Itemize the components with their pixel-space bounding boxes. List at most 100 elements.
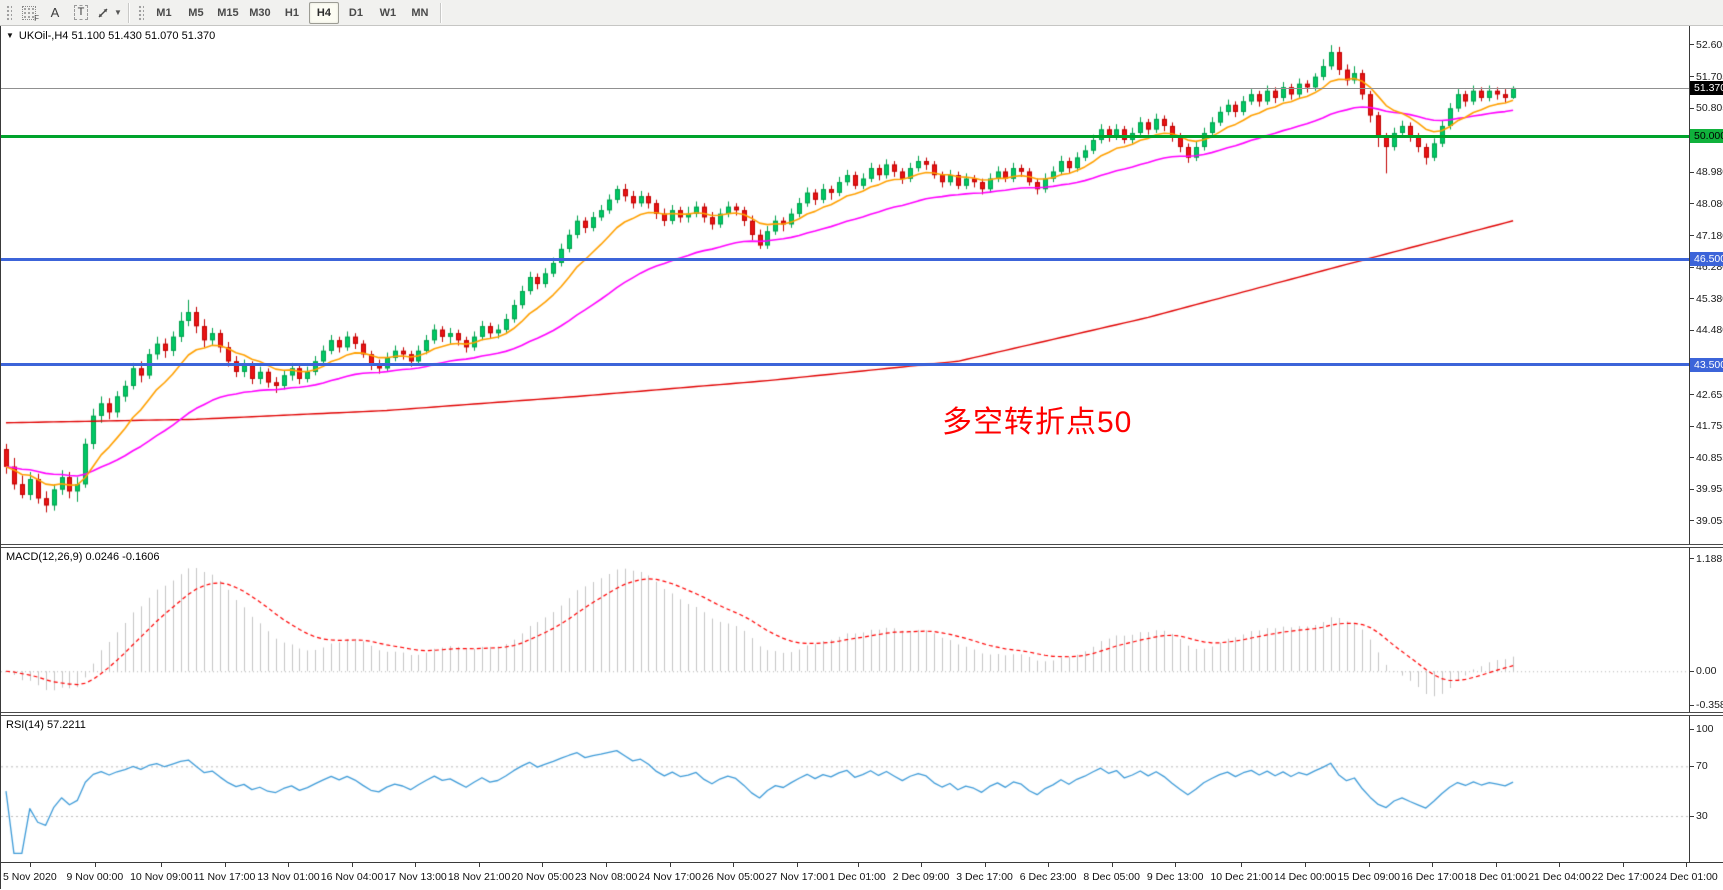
time-label: 27 Nov 17:00: [765, 871, 829, 883]
chart-dropdown-icon[interactable]: ▼: [6, 31, 14, 40]
time-tick: [95, 863, 97, 867]
time-tick: [1048, 863, 1050, 867]
time-label: 6 Dec 23:00: [1019, 871, 1077, 883]
price-tick: 44.480: [1690, 324, 1723, 337]
time-label: 23 Nov 08:00: [574, 871, 638, 883]
arrows-icon: [98, 8, 108, 17]
chart-title: ▼ UKOil-,H4 51.100 51.430 51.070 51.370: [6, 30, 215, 42]
tick-mark: [1690, 44, 1694, 46]
time-label: 24 Nov 17:00: [638, 871, 701, 883]
text-label-tool-button[interactable]: T: [69, 2, 93, 24]
macd-tick: 0.00: [1690, 665, 1723, 678]
rsi-axis[interactable]: 100 70 30: [1690, 716, 1723, 862]
tick-mark: [1690, 107, 1694, 109]
toolbar-separator: [439, 2, 442, 23]
time-tick: [1432, 863, 1434, 867]
time-label: 2 Dec 09:00: [892, 871, 950, 883]
chart-stack: ▼ UKOil-,H4 51.100 51.430 51.070 51.370 多…: [0, 26, 1723, 889]
timeframe-m1[interactable]: M1: [156, 6, 172, 19]
grid-dots-icon: [22, 5, 36, 20]
tick-mark: [1690, 728, 1694, 730]
hline-51-370[interactable]: [1, 87, 1689, 89]
rsi-tick: 30: [1690, 810, 1723, 823]
price-badge-46-500: 46.500: [1690, 252, 1723, 267]
time-tick: [796, 863, 798, 867]
hline-46-500[interactable]: [1, 257, 1689, 261]
time-axis[interactable]: 5 Nov 2020 9 Nov 00:00 10 Nov 09:00 11 Nov …: [1, 862, 1723, 889]
price-tick: 45.380: [1690, 292, 1723, 305]
price-tick: 41.755: [1690, 420, 1723, 433]
tick-mark: [1690, 558, 1694, 560]
rsi-plot[interactable]: RSI(14) 57.2211: [1, 716, 1690, 862]
timeframe-m30[interactable]: M30: [249, 6, 271, 19]
time-tick: [1368, 863, 1370, 867]
timeframe-w1[interactable]: W1: [379, 6, 397, 19]
price-axis[interactable]: 52.60551.70550.80548.98048.08047.18046.2…: [1690, 26, 1723, 544]
rsi-tick: 100: [1690, 723, 1723, 736]
time-label: 8 Dec 05:00: [1083, 871, 1140, 883]
time-tick: [1559, 863, 1561, 867]
text-tool-glyph: T: [73, 5, 89, 20]
time-tick: [1175, 863, 1177, 867]
price-tick: 48.080: [1690, 197, 1723, 210]
main-chart-plot[interactable]: ▼ UKOil-,H4 51.100 51.430 51.070 51.370 多…: [1, 26, 1690, 544]
tick-mark: [1690, 670, 1694, 672]
price-tick: 50.805: [1690, 102, 1723, 115]
main-chart-panel: ▼ UKOil-,H4 51.100 51.430 51.070 51.370 多…: [1, 26, 1723, 544]
font-tool-button[interactable]: A: [50, 5, 60, 20]
time-tick: [733, 863, 735, 867]
main-chart-canvas[interactable]: [1, 26, 1689, 544]
tick-mark: [1690, 425, 1694, 427]
time-label: 9 Dec 13:00: [1146, 871, 1204, 883]
price-tick: 51.705: [1690, 70, 1723, 83]
time-tick: [224, 863, 226, 867]
macd-axis[interactable]: 1.188 0.00 -0.3582: [1690, 548, 1723, 712]
time-label: 16 Dec 17:00: [1401, 871, 1464, 883]
timeframe-m15[interactable]: M15: [217, 6, 239, 19]
arrows-tool-button[interactable]: ▼: [95, 2, 123, 24]
tick-mark: [1690, 815, 1694, 817]
tick-mark: [1690, 329, 1694, 331]
tick-mark: [1690, 457, 1694, 459]
price-tick: 52.605: [1690, 38, 1723, 51]
tick-mark: [1690, 203, 1694, 205]
timeframe-mn[interactable]: MN: [411, 6, 429, 19]
hline-43-500[interactable]: [1, 363, 1689, 367]
macd-canvas[interactable]: [1, 548, 1689, 712]
tick-mark: [1690, 171, 1694, 173]
panel-divider[interactable]: [1, 712, 1723, 716]
timeframe-h1[interactable]: H1: [284, 6, 299, 19]
toolbar-separator: [127, 2, 130, 23]
chart-annotation-text[interactable]: 多空转折点50: [942, 406, 1133, 439]
price-badge-50-000: 50.000: [1690, 129, 1723, 144]
time-tick: [288, 863, 290, 867]
price-badge-51-370: 51.370: [1690, 81, 1723, 96]
hline-50-000[interactable]: [1, 134, 1689, 138]
chevron-down-icon: ▼: [114, 8, 122, 17]
timeframe-h4[interactable]: H4: [308, 1, 339, 24]
price-tick: 40.855: [1690, 451, 1723, 464]
rsi-canvas[interactable]: [1, 716, 1689, 862]
time-label: 26 Nov 05:00: [702, 871, 765, 883]
time-label: 11 Nov 17:00: [193, 871, 256, 883]
grid-f-icon[interactable]: F: [17, 2, 41, 24]
time-tick: [1495, 863, 1497, 867]
time-tick: [161, 863, 163, 867]
price-tick: 39.955: [1690, 483, 1723, 496]
panel-divider[interactable]: [1, 544, 1723, 548]
grid-f-letter: F: [34, 13, 39, 23]
time-label: 9 Nov 00:00: [66, 871, 124, 883]
time-tick: [351, 863, 353, 867]
macd-panel: MACD(12,26,9) 0.0246 -0.1606 1.188 0.00 -0…: [1, 548, 1723, 712]
toolbar-drag-handle[interactable]: [137, 4, 144, 21]
tick-mark: [1690, 520, 1694, 522]
time-tick: [921, 863, 923, 867]
macd-plot[interactable]: MACD(12,26,9) 0.0246 -0.1606: [1, 548, 1690, 712]
price-badge-43-500: 43.500: [1690, 357, 1723, 372]
timeframe-d1[interactable]: D1: [348, 6, 363, 19]
timeframe-m5[interactable]: M5: [188, 6, 204, 19]
tick-mark: [1690, 235, 1694, 237]
time-label: 22 Dec 17:00: [1591, 871, 1655, 883]
toolbar-drag-handle[interactable]: [6, 4, 12, 21]
